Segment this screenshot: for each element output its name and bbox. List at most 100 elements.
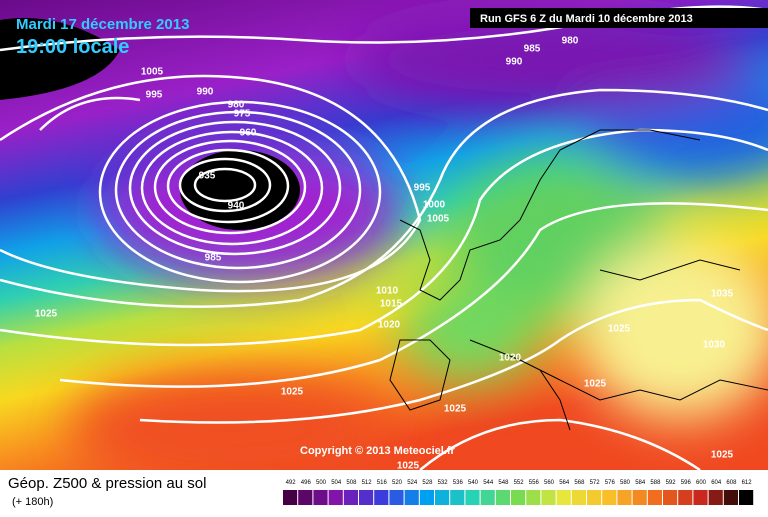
legend-swatch	[511, 490, 526, 505]
isobar-label: 1000	[423, 200, 446, 211]
run-info: Run GFS 6 Z du Mardi 10 décembre 2013	[480, 13, 693, 25]
legend-label: 516	[377, 480, 388, 486]
legend-label: 556	[529, 480, 540, 486]
legend-label: 608	[726, 480, 737, 486]
legend-label: 536	[453, 480, 464, 486]
low-core	[0, 18, 120, 100]
legend-label: 604	[711, 480, 722, 486]
legend-swatch	[283, 490, 298, 505]
legend-swatch	[298, 490, 313, 505]
isobar-label: 985	[524, 44, 541, 55]
legend-swatch	[450, 490, 465, 505]
isobar-label: 985	[205, 253, 222, 264]
legend-label: 576	[605, 480, 616, 486]
legend-swatch	[723, 490, 738, 505]
isobar-label: 995	[414, 183, 431, 194]
run-box	[470, 8, 768, 28]
isobar-label: 1025	[444, 404, 467, 415]
legend-swatch	[495, 490, 510, 505]
legend-swatch	[526, 490, 541, 505]
legend-swatch	[359, 490, 374, 505]
legend-swatch	[693, 490, 708, 505]
legend-swatch	[571, 490, 586, 505]
legend-label: 552	[514, 480, 525, 486]
coastlines	[389, 129, 768, 431]
legend-swatch	[480, 490, 495, 505]
legend-label: 600	[696, 480, 707, 486]
legend-label: 528	[422, 480, 433, 486]
legend-label: 564	[559, 480, 570, 486]
isobar-label: 990	[506, 57, 523, 68]
legend-swatch	[647, 490, 662, 505]
isobar-label: 960	[240, 128, 257, 139]
isobar-label: 1025	[35, 309, 58, 320]
legend-label: 496	[301, 480, 312, 486]
color-fields	[70, 10, 768, 490]
legend-label: 596	[681, 480, 692, 486]
legend-swatch	[617, 490, 632, 505]
time-title: 19:00 locale	[16, 36, 129, 58]
legend-swatch	[404, 490, 419, 505]
legend-swatch	[708, 490, 723, 505]
legend-label: 568	[574, 480, 585, 486]
isobar-label: 1005	[141, 67, 164, 78]
legend-swatch	[435, 490, 450, 505]
legend-swatch	[602, 490, 617, 505]
legend-swatch	[739, 490, 754, 505]
isobar-label: 1025	[397, 461, 420, 472]
legend-label: 524	[407, 480, 418, 486]
isobar-label: 980	[228, 100, 245, 111]
copyright: Copyright © 2013 Meteociel.fr	[300, 445, 456, 457]
legend-label: 572	[590, 480, 601, 486]
isobar-label: 990	[197, 87, 214, 98]
legend-swatch	[678, 490, 693, 505]
legend-label: 592	[666, 480, 677, 486]
legend-swatch	[313, 490, 328, 505]
legend-swatch	[556, 490, 571, 505]
legend-swatch	[328, 490, 343, 505]
isobar-label: 1005	[427, 214, 450, 225]
legend-swatch	[343, 490, 358, 505]
color-legend: 492 496 500 504 508 512 516 520 524 528 532 536 540 5…	[283, 480, 754, 505]
forecast-step: (+ 180h)	[12, 496, 53, 508]
legend-label: 580	[620, 480, 631, 486]
legend-swatch	[541, 490, 556, 505]
isobar-label: 1010	[376, 286, 399, 297]
legend-swatch	[374, 490, 389, 505]
isobar-label: 1025	[281, 387, 304, 398]
isobar-label: 1025	[584, 379, 607, 390]
legend-swatch	[663, 490, 678, 505]
legend-label: 548	[498, 480, 509, 486]
isobar-label: 1025	[608, 324, 631, 335]
legend-label: 504	[331, 480, 342, 486]
isobar-label: 980	[562, 36, 579, 47]
isobar-label: 935	[199, 171, 216, 182]
isobar-label: 1020	[378, 320, 401, 331]
legend-label: 612	[742, 480, 753, 486]
isobar-label: 1025	[711, 450, 734, 461]
legend-label: 508	[346, 480, 357, 486]
date-title: Mardi 17 décembre 2013	[16, 16, 189, 33]
isobar-label: 940	[228, 201, 245, 212]
isobar-label: 1035	[711, 289, 734, 300]
legend-label: 584	[635, 480, 646, 486]
legend-label: 532	[438, 480, 449, 486]
legend-label: 560	[544, 480, 555, 486]
legend-label: 544	[483, 480, 494, 486]
legend-swatch	[587, 490, 602, 505]
isobar-label: 975	[234, 109, 251, 120]
legend-swatch	[419, 490, 434, 505]
legend-label: 512	[362, 480, 373, 486]
isobars	[0, 5, 768, 472]
legend-label: 540	[468, 480, 479, 486]
legend-label: 588	[650, 480, 661, 486]
isobar-label: 995	[146, 90, 163, 101]
isobar-label: 1015	[380, 299, 403, 310]
legend-label: 500	[316, 480, 327, 486]
legend-swatch	[632, 490, 647, 505]
legend-swatch	[389, 490, 404, 505]
legend-label: 520	[392, 480, 403, 486]
